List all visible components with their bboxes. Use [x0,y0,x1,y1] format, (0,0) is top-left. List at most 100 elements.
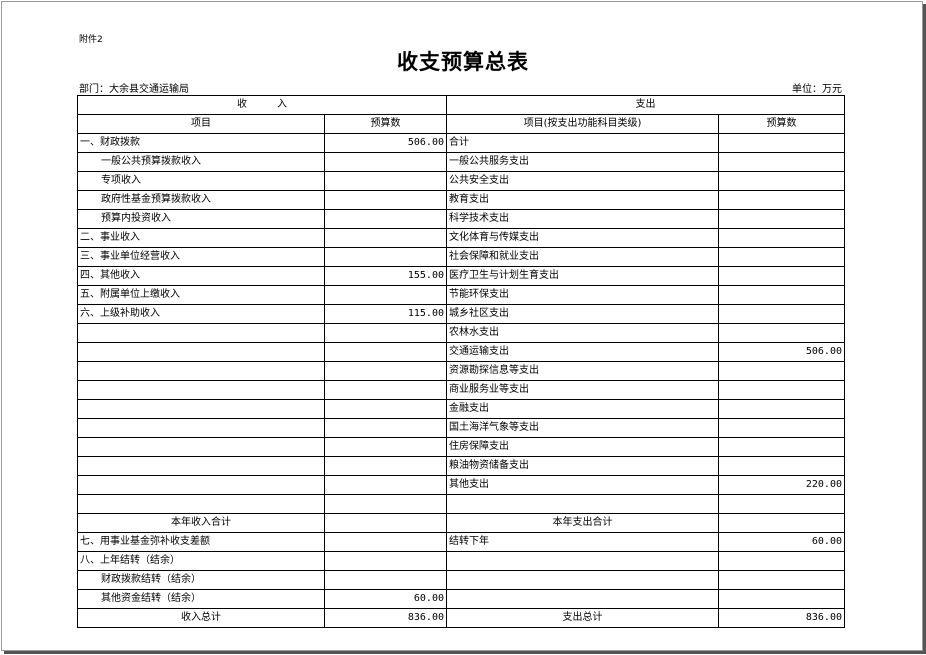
income-amount-cell [324,342,447,362]
income-item-cell: 八、上年结转（结余） [77,551,325,571]
expense-amount-cell [718,304,845,324]
table-row: 二、事业收入 文化体育与传媒支出 [77,228,845,248]
income-item-cell [77,437,325,457]
table-row: 本年收入合计 本年支出合计 [77,513,845,533]
section-header-row: 收 入 支出 [77,95,845,115]
expense-amount-cell [718,361,845,381]
unit-label: 单位：万元 [792,84,842,95]
table-row: 资源勘探信息等支出 [77,361,845,381]
income-amount-cell [324,152,447,172]
expense-amount-header: 预算数 [718,114,845,134]
expense-item-cell: 教育支出 [446,190,719,210]
income-amount-cell: 836.00 [324,608,447,628]
expense-amount-cell [718,323,845,343]
income-item-cell [77,399,325,419]
expense-amount-cell: 60.00 [718,532,845,552]
table-row: 一般公共预算拨款收入 一般公共服务支出 [77,152,845,172]
expense-amount-cell [718,399,845,419]
table-row: 金融支出 [77,399,845,419]
income-item-cell [77,380,325,400]
expense-amount-cell [718,247,845,267]
income-item-cell: 六、上级补助收入 [77,304,325,324]
expense-item-cell: 其他支出 [446,475,719,495]
attachment-label: 附件2 [79,35,103,45]
income-amount-cell [324,190,447,210]
expense-section-header: 支出 [446,95,845,115]
expense-item-cell [446,551,719,571]
expense-item-cell [446,494,719,514]
expense-item-cell: 资源勘探信息等支出 [446,361,719,381]
table-row: 六、上级补助收入 115.00 城乡社区支出 [77,304,845,324]
expense-item-cell: 医疗卫生与计划生育支出 [446,266,719,286]
expense-amount-cell [718,418,845,438]
table-row: 四、其他收入 155.00 医疗卫生与计划生育支出 [77,266,845,286]
income-item-cell [77,456,325,476]
expense-amount-cell [718,171,845,191]
expense-amount-cell [718,380,845,400]
income-amount-cell [324,171,447,191]
expense-item-cell: 本年支出合计 [446,513,719,533]
expense-item-cell: 节能环保支出 [446,285,719,305]
income-amount-header: 预算数 [324,114,447,134]
expense-amount-cell [718,494,845,514]
table-row: 商业服务业等支出 [77,380,845,400]
expense-amount-cell [718,456,845,476]
expense-item-cell: 商业服务业等支出 [446,380,719,400]
expense-item-cell [446,570,719,590]
expense-amount-cell [718,570,845,590]
income-amount-cell [324,361,447,381]
table-row: 交通运输支出 506.00 [77,342,845,362]
income-item-cell: 财政拨款结转（结余） [77,570,325,590]
income-item-cell: 五、附属单位上缴收入 [77,285,325,305]
table-row: 农林水支出 [77,323,845,343]
department-label: 部门：大余县交通运输局 [79,84,189,95]
expense-amount-cell [718,285,845,305]
income-item-cell: 一般公共预算拨款收入 [77,152,325,172]
table-row: 国土海洋气象等支出 [77,418,845,438]
expense-amount-cell: 506.00 [718,342,845,362]
income-amount-cell: 115.00 [324,304,447,324]
table-row: 其他支出 220.00 [77,475,845,495]
table-row: 七、用事业基金弥补收支差额 结转下年 60.00 [77,532,845,552]
expense-amount-cell [718,551,845,571]
expense-amount-cell [718,437,845,457]
income-item-cell: 专项收入 [77,171,325,191]
table-row: 一、财政拨款 506.00 合计 [77,133,845,153]
income-amount-cell [324,437,447,457]
expense-item-cell: 公共安全支出 [446,171,719,191]
expense-item-cell: 交通运输支出 [446,342,719,362]
table-row: 粮油物资储备支出 [77,456,845,476]
table-row: 其他资金结转（结余） 60.00 [77,589,845,609]
expense-amount-cell [718,190,845,210]
table-row: 住房保障支出 [77,437,845,457]
page-title: 收支预算总表 [397,50,529,74]
income-amount-cell [324,456,447,476]
income-item-cell [77,342,325,362]
income-amount-cell [324,513,447,533]
income-item-cell: 四、其他收入 [77,266,325,286]
income-amount-cell [324,532,447,552]
expense-item-cell: 一般公共服务支出 [446,152,719,172]
income-amount-cell [324,228,447,248]
expense-amount-cell: 836.00 [718,608,845,628]
income-item-cell: 二、事业收入 [77,228,325,248]
income-amount-cell [324,380,447,400]
income-item-cell: 一、财政拨款 [77,133,325,153]
income-item-cell [77,475,325,495]
income-item-cell [77,323,325,343]
income-amount-cell [324,399,447,419]
column-header-row: 项目 预算数 项目(按支出功能科目类级) 预算数 [77,114,845,134]
income-item-cell: 七、用事业基金弥补收支差额 [77,532,325,552]
income-amount-cell [324,418,447,438]
income-amount-cell: 60.00 [324,589,447,609]
table-row: 预算内投资收入 科学技术支出 [77,209,845,229]
expense-item-cell: 城乡社区支出 [446,304,719,324]
income-amount-cell [324,475,447,495]
expense-item-cell: 合计 [446,133,719,153]
income-item-cell: 预算内投资收入 [77,209,325,229]
table-row [77,494,845,514]
expense-item-cell: 农林水支出 [446,323,719,343]
expense-amount-cell [718,209,845,229]
expense-item-cell: 文化体育与传媒支出 [446,228,719,248]
income-amount-cell [324,494,447,514]
